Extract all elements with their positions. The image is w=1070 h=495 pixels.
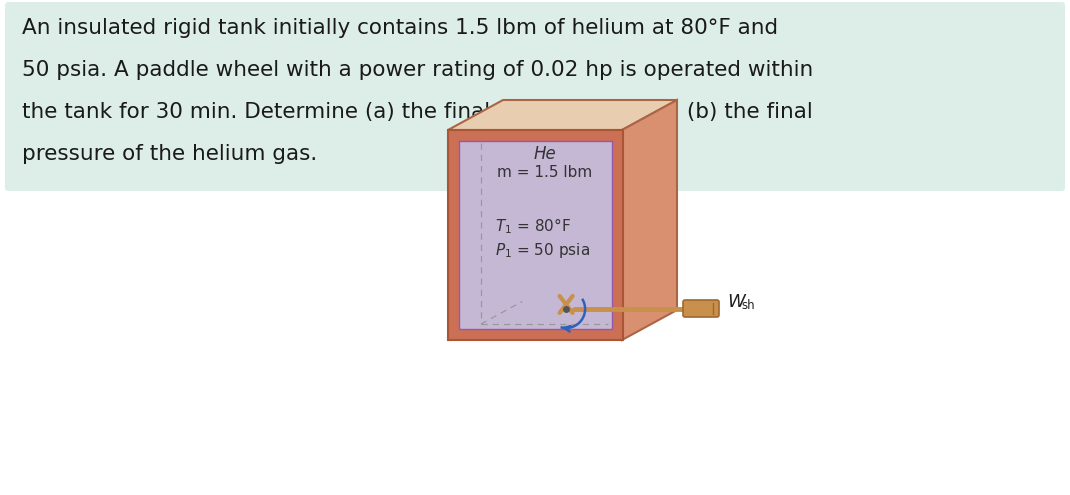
Bar [448, 130, 623, 340]
Polygon shape [448, 100, 677, 130]
Text: $W$: $W$ [727, 293, 747, 311]
Text: $P_1$ = 50 psia: $P_1$ = 50 psia [495, 241, 590, 260]
Text: m = 1.5 lbm: m = 1.5 lbm [498, 165, 593, 180]
Text: An insulated rigid tank initially contains 1.5 lbm of helium at 80°F and: An insulated rigid tank initially contai… [22, 18, 778, 38]
Text: $T_1$ = 80°F: $T_1$ = 80°F [495, 216, 571, 236]
Text: the tank for 30 min. Determine (a) the final temperature and (b) the final: the tank for 30 min. Determine (a) the f… [22, 102, 813, 122]
Text: He: He [533, 145, 556, 163]
Text: 50 psia. A paddle wheel with a power rating of 0.02 hp is operated within: 50 psia. A paddle wheel with a power rat… [22, 60, 813, 80]
FancyBboxPatch shape [683, 300, 719, 317]
FancyBboxPatch shape [5, 2, 1065, 191]
Text: sh: sh [742, 299, 754, 312]
Polygon shape [622, 100, 677, 340]
Text: pressure of the helium gas.: pressure of the helium gas. [22, 144, 317, 164]
Bar [459, 141, 612, 329]
